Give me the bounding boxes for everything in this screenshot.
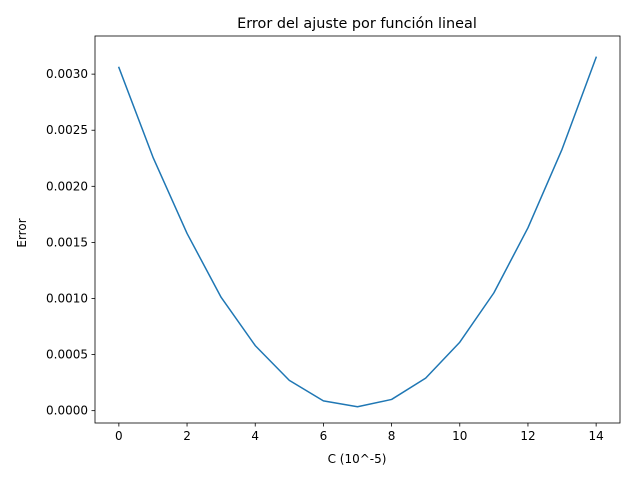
x-tick-label-6: 12 <box>520 429 535 443</box>
x-tick-label-7: 14 <box>588 429 603 443</box>
y-tick-label-0: 0.0000 <box>46 404 88 418</box>
y-tick-label-6: 0.0030 <box>46 67 88 81</box>
plot-area: 0 2 4 6 8 10 12 14 0.0000 0.0005 0.0010 0.0015 0.002… <box>46 35 621 443</box>
y-tick-label-5: 0.0025 <box>46 123 88 137</box>
x-tick-label-0: 0 <box>115 429 123 443</box>
y-tick-label-3: 0.0015 <box>46 235 88 249</box>
x-tick-label-2: 4 <box>251 429 259 443</box>
axes-frame <box>94 35 621 424</box>
series-line-0 <box>117 56 598 408</box>
x-axis-label: C (10^-5) <box>328 452 387 466</box>
y-tick-label-4: 0.0020 <box>46 179 88 193</box>
y-tick-label-2: 0.0010 <box>46 291 88 305</box>
y-tick-label-1: 0.0005 <box>46 348 88 362</box>
chart-title: Error del ajuste por función lineal <box>237 16 477 32</box>
x-tick-label-3: 6 <box>320 429 328 443</box>
x-tick-label-1: 2 <box>183 429 191 443</box>
y-axis-label: Error <box>15 218 29 247</box>
x-tick-label-4: 8 <box>388 429 396 443</box>
x-tick-label-5: 10 <box>452 429 467 443</box>
